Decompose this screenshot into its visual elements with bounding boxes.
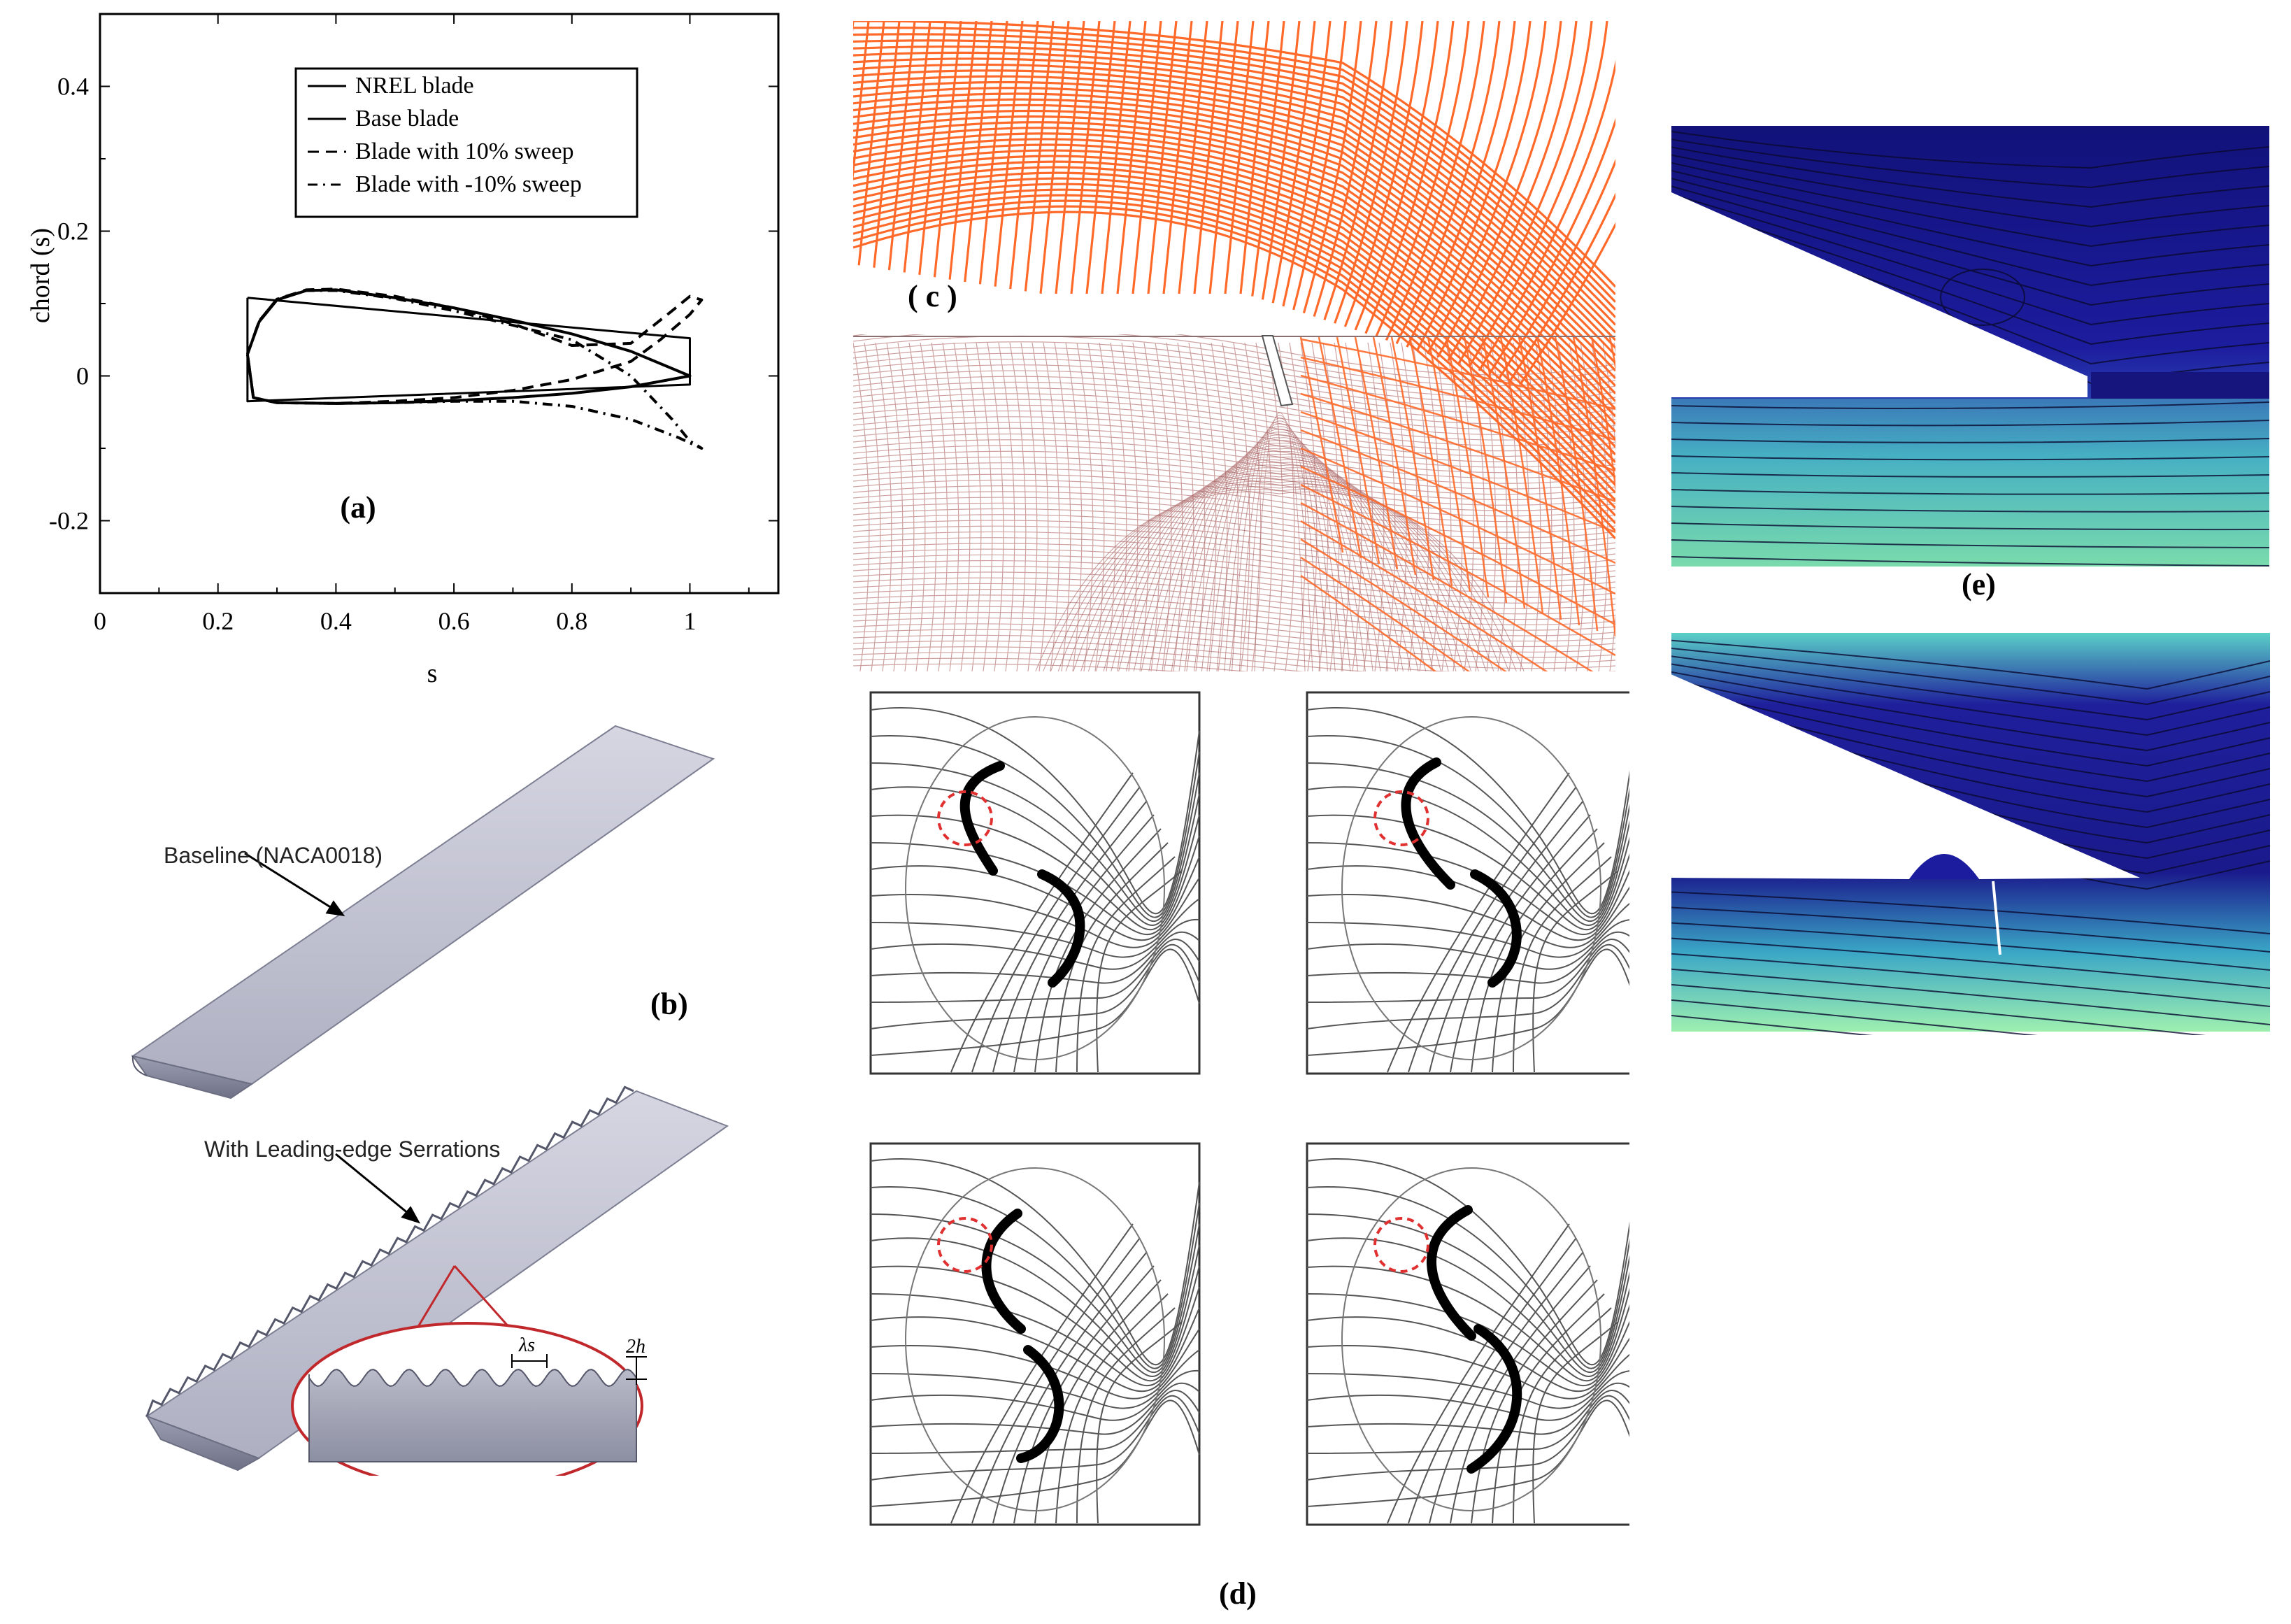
flow-field-bottom: [1671, 633, 2271, 1035]
series-line-4: [245, 289, 704, 450]
highlight-circle: [937, 1217, 993, 1273]
height-label: 2h: [626, 1336, 645, 1358]
streamline-plot-1: [869, 691, 1201, 1075]
x-tick-label: 1: [683, 607, 696, 635]
y-tick-label: 0.2: [57, 218, 89, 245]
series-line-2: [245, 288, 692, 405]
lambda-label: λs: [519, 1334, 536, 1356]
series-line-1: [246, 297, 691, 403]
panel-d-label: (d): [1219, 1576, 1257, 1611]
airfoil-chart: 0 0.2 0.4 0.6 0.8 1 -0.2 0 0.2 0.4 s chord (s) NREL …: [26, 13, 780, 688]
y-axis-label: chord (s): [26, 228, 55, 323]
serration-inset: [291, 1322, 647, 1476]
streamline-plot-3: [869, 1142, 1201, 1526]
highlight-circle: [1373, 1217, 1429, 1273]
serrated-blade: [145, 1085, 729, 1472]
highlight-circle: [1373, 790, 1429, 846]
legend-entry: Base blade: [355, 106, 459, 131]
x-tick-label: 0.8: [556, 607, 587, 635]
panel-d: [867, 689, 1629, 1591]
panel-b: Baseline (NACA0018) With Leading-edge Se…: [105, 720, 804, 1476]
panel-c-label: ( c ): [908, 279, 957, 313]
panel-b-label: (b): [650, 987, 688, 1021]
x-tick-label: 0.2: [202, 607, 234, 635]
panel-e-label: (e): [1962, 567, 1996, 601]
legend-entry: Blade with 10% sweep: [355, 138, 574, 164]
legend: NREL blade Base blade Blade with 10% sweep…: [294, 67, 638, 218]
x-tick-label: 0.6: [438, 607, 470, 635]
flow-field-plots: [1671, 126, 2271, 1035]
panel-c: [853, 21, 1615, 671]
x-tick-label: 0: [94, 607, 106, 635]
streamline-plot-2: [1306, 691, 1629, 1075]
panel-a-label: (a): [340, 490, 376, 525]
x-tick-label: 0.4: [320, 607, 352, 635]
streamline-plots: [869, 691, 1629, 1526]
legend-entry: NREL blade: [355, 73, 474, 99]
y-tick-label: 0.4: [57, 73, 89, 101]
serrated-label: With Leading-edge Serrations: [204, 1137, 501, 1162]
y-tick-label: 0: [76, 362, 89, 390]
x-axis-label: s: [427, 659, 438, 688]
legend-entry: Blade with -10% sweep: [355, 171, 582, 197]
baseline-label: Baseline (NACA0018): [164, 843, 383, 868]
streamline-plot-4: [1306, 1142, 1629, 1526]
mesh-illustration: [853, 21, 1615, 671]
highlight-circle: [937, 790, 993, 846]
y-tick-label: -0.2: [49, 507, 89, 535]
baseline-blade: [131, 725, 715, 1099]
flow-field-top: [1671, 126, 2270, 567]
panel-a: 0 0.2 0.4 0.6 0.8 1 -0.2 0 0.2 0.4 s chord (s) NREL …: [0, 0, 804, 699]
serration-edge: [145, 1085, 634, 1417]
arrow-icon: [244, 852, 421, 1224]
blade-illustration: [131, 725, 729, 1476]
panel-e: [1671, 126, 2277, 1035]
